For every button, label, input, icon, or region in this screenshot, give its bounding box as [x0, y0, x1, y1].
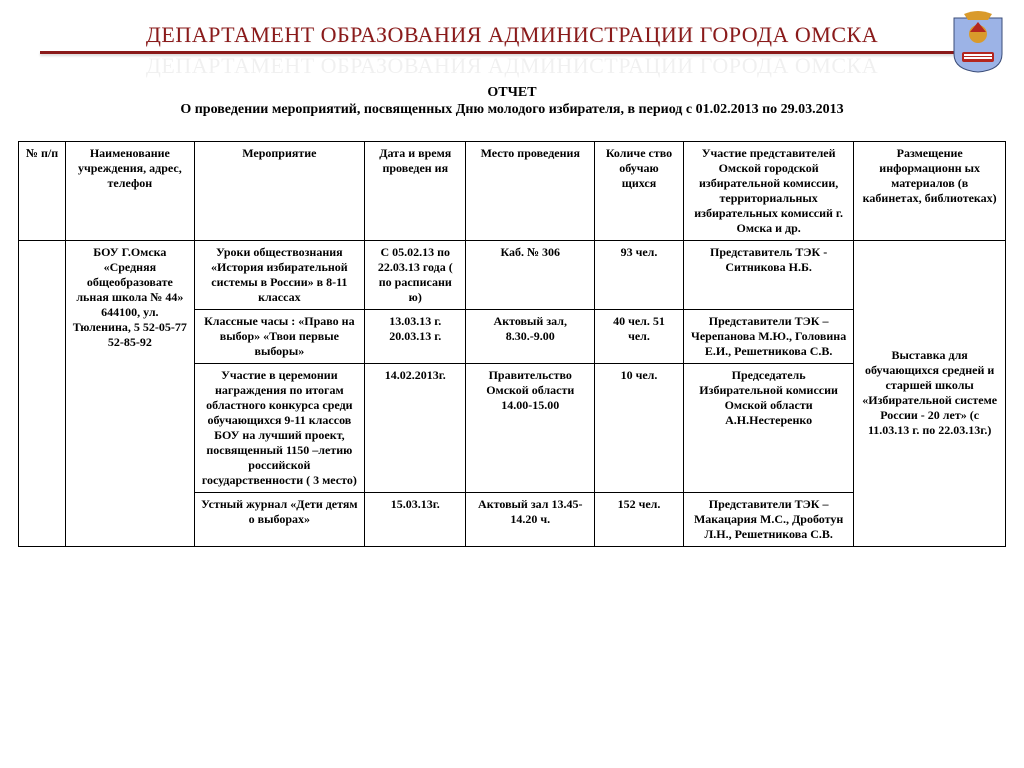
- header: ДЕПАРТАМЕНТ ОБРАЗОВАНИЯ АДМИНИСТРАЦИИ ГО…: [0, 0, 1024, 127]
- cell-date: 15.03.13г.: [365, 492, 466, 546]
- col-header: № п/п: [19, 141, 66, 240]
- report-description: О проведении мероприятий, посвященных Дн…: [100, 101, 924, 119]
- col-header: Место проведения: [466, 141, 595, 240]
- cell-number: [19, 240, 66, 546]
- report-table: № п/п Наименование учреждения, адрес, те…: [18, 141, 1006, 547]
- cell-count: 93 чел.: [595, 240, 684, 309]
- col-header: Наименование учреждения, адрес, телефон: [66, 141, 195, 240]
- cell-count: 40 чел. 51 чел.: [595, 309, 684, 363]
- cell-event: Классные часы : «Право на выбор» «Твои п…: [194, 309, 364, 363]
- cell-place: Правительство Омской области 14.00-15.00: [466, 363, 595, 492]
- col-header: Участие представителей Омской городской …: [683, 141, 853, 240]
- title-shadow: ДЕПАРТАМЕНТ ОБРАЗОВАНИЯ АДМИНИСТРАЦИИ ГО…: [40, 53, 984, 79]
- cell-place: Актовый зал, 8.30.-9.00: [466, 309, 595, 363]
- cell-place: Актовый зал 13.45-14.20 ч.: [466, 492, 595, 546]
- cell-reps: Представители ТЭК – Макацария М.С., Дроб…: [683, 492, 853, 546]
- cell-event: Устный журнал «Дети детям о выборах»: [194, 492, 364, 546]
- cell-reps: Представитель ТЭК - Ситникова Н.Б.: [683, 240, 853, 309]
- main-title: ДЕПАРТАМЕНТ ОБРАЗОВАНИЯ АДМИНИСТРАЦИИ ГО…: [40, 22, 984, 48]
- col-header: Количе ство обучаю щихся: [595, 141, 684, 240]
- cell-count: 152 чел.: [595, 492, 684, 546]
- table-row: БОУ Г.Омска «Средняя общеобразовате льна…: [19, 240, 1006, 309]
- cell-event: Участие в церемонии награждения по итога…: [194, 363, 364, 492]
- cell-date: 14.02.2013г.: [365, 363, 466, 492]
- cell-event: Уроки обществознания «История избиратель…: [194, 240, 364, 309]
- cell-count: 10 чел.: [595, 363, 684, 492]
- cell-reps: Председатель Избирательной комиссии Омск…: [683, 363, 853, 492]
- col-header: Дата и время проведен ия: [365, 141, 466, 240]
- cell-place: Каб. № 306: [466, 240, 595, 309]
- table-header-row: № п/п Наименование учреждения, адрес, те…: [19, 141, 1006, 240]
- cell-date: 13.03.13 г. 20.03.13 г.: [365, 309, 466, 363]
- cell-date: С 05.02.13 по 22.03.13 года ( по расписа…: [365, 240, 466, 309]
- cell-reps: Представители ТЭК – Черепанова М.Ю., Гол…: [683, 309, 853, 363]
- cell-placement: Выставка для обучающихся средней и старш…: [854, 240, 1006, 546]
- col-header: Размещение информационн ых материалов (в…: [854, 141, 1006, 240]
- report-label: ОТЧЕТ: [40, 85, 984, 101]
- col-header: Мероприятие: [194, 141, 364, 240]
- cell-institution: БОУ Г.Омска «Средняя общеобразовате льна…: [66, 240, 195, 546]
- coat-of-arms-icon: [950, 10, 1006, 74]
